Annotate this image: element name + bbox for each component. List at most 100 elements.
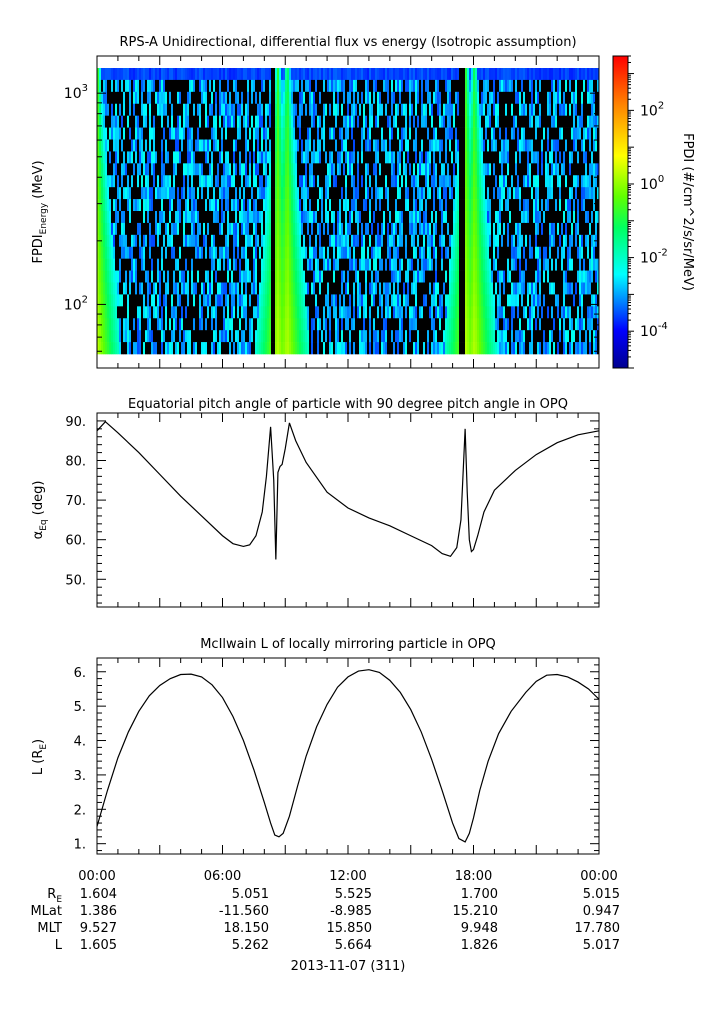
heatmap-cell (131, 270, 134, 283)
heatmap-cell (129, 151, 132, 164)
heatmap-cell (495, 163, 498, 176)
heatmap-cell (387, 282, 390, 295)
heatmap-cell (391, 234, 394, 248)
heatmap-cell (391, 103, 394, 116)
heatmap-cell (293, 342, 296, 355)
heatmap-cell (509, 306, 512, 319)
heatmap-cell (455, 151, 458, 164)
heatmap-cell (405, 294, 408, 307)
heatmap-cell (439, 306, 442, 319)
heatmap-cell (135, 175, 138, 188)
heatmap-cell (411, 234, 414, 248)
heatmap-cell (143, 79, 146, 93)
heatmap-cell (195, 175, 198, 188)
heatmap-cell (159, 199, 162, 212)
heatmap-cell (435, 115, 438, 128)
heatmap-cell (419, 175, 422, 188)
heatmap-cell (471, 79, 474, 93)
heatmap-cell (281, 282, 284, 295)
heatmap-cell (103, 103, 106, 116)
heatmap-cell (461, 68, 464, 81)
heatmap-cell (465, 270, 468, 283)
heatmap-cell (461, 294, 464, 307)
heatmap-cell (283, 270, 286, 283)
heatmap-cell (145, 68, 148, 81)
heatmap-cell (287, 282, 290, 295)
heatmap-cell (105, 187, 108, 200)
heatmap-cell (335, 115, 338, 128)
heatmap-cell (419, 234, 422, 248)
heatmap-cell (203, 330, 206, 343)
heatmap-cell (221, 199, 224, 212)
heatmap-cell (321, 175, 324, 188)
heatmap-cell (501, 187, 504, 200)
heatmap-cell (461, 115, 464, 128)
heatmap-cell (305, 127, 308, 140)
heatmap-cell (429, 306, 432, 319)
heatmap-cell (489, 175, 492, 188)
heatmap-cell (305, 246, 308, 259)
heatmap-cell (235, 103, 238, 116)
heatmap-cell (301, 330, 304, 343)
heatmap-cell (457, 187, 460, 200)
heatmap-cell (445, 270, 448, 283)
heatmap-cell (163, 91, 166, 105)
heatmap-cell (249, 68, 252, 81)
heatmap-cell (227, 211, 230, 224)
heatmap-cell (467, 330, 470, 343)
heatmap-cell (157, 282, 160, 295)
heatmap-cell (375, 187, 378, 200)
heatmap-cell (463, 246, 466, 259)
heatmap-cell (423, 211, 426, 224)
heatmap-cell (229, 318, 232, 331)
heatmap-cell (423, 139, 426, 152)
heatmap-cell (439, 342, 442, 355)
heatmap-cell (287, 79, 290, 93)
heatmap-cell (251, 91, 254, 105)
heatmap-cell (447, 234, 450, 248)
heatmap-cell (365, 199, 368, 212)
heatmap-cell (153, 306, 156, 319)
heatmap-cell (471, 234, 474, 248)
heatmap-cell (441, 139, 444, 152)
heatmap-cell (343, 294, 346, 307)
heatmap-cell (481, 270, 484, 283)
heatmap-cell (371, 175, 374, 188)
heatmap-cell (235, 270, 238, 283)
heatmap-cell (289, 187, 292, 200)
heatmap-cell (353, 139, 356, 152)
heatmap-cell (179, 115, 182, 128)
heatmap-cell (493, 234, 496, 248)
heatmap-cell (291, 318, 294, 331)
heatmap-cell (435, 246, 438, 259)
heatmap-cell (269, 330, 272, 343)
heatmap-cell (273, 258, 276, 271)
heatmap-cell (453, 246, 456, 259)
heatmap-cell (393, 151, 396, 164)
heatmap-cell (501, 79, 504, 93)
heatmap-cell (265, 270, 268, 283)
heatmap-cell (241, 270, 244, 283)
heatmap-cell (235, 282, 238, 295)
heatmap-cell (503, 294, 506, 307)
heatmap-cell (343, 258, 346, 271)
heatmap-cell (155, 91, 158, 105)
heatmap-cell (511, 258, 514, 271)
heatmap-cell (443, 282, 446, 295)
heatmap-cell (237, 103, 240, 116)
heatmap-cell (297, 175, 300, 188)
heatmap-cell (443, 318, 446, 331)
heatmap-cell (295, 342, 298, 355)
heatmap-cell (431, 199, 434, 212)
heatmap-cell (283, 127, 286, 140)
heatmap-cell (399, 318, 402, 331)
heatmap-cell (249, 258, 252, 271)
heatmap-cell (251, 163, 254, 176)
heatmap-cell (203, 91, 206, 105)
heatmap-cell (423, 68, 426, 81)
heatmap-cell (435, 199, 438, 212)
heatmap-cell (221, 282, 224, 295)
heatmap-cell (141, 68, 144, 81)
heatmap-cell (427, 103, 430, 116)
heatmap-cell (409, 270, 412, 283)
